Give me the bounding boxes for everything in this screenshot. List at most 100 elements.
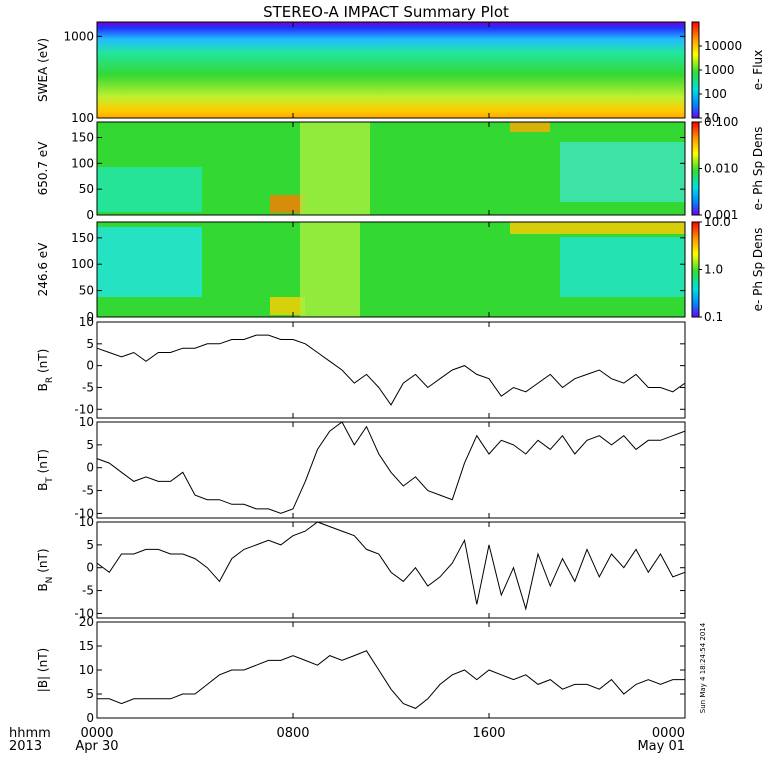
panel-frame [96,321,686,419]
y-axis-label: |B| (nT) [36,648,50,692]
spectrogram-patch [97,167,202,212]
colorbar-tick-label: 1.0 [704,263,723,277]
y-tick-label: -5 [82,484,94,498]
y-tick-label: -10 [74,606,94,620]
y-tick-label: 0 [86,208,94,222]
colorbar-tick-label: 10.0 [704,215,731,229]
y-tick-label: 100 [71,111,94,125]
y-tick-label: -10 [74,402,94,416]
y-tick-label: 5 [86,337,94,351]
y-tick-label: 0 [86,561,94,575]
y-axis-label-unit: (nT) [36,548,50,576]
y-tick-label: 10 [79,415,94,429]
timestamp-label: Sun May 4 18:24:54 2014 [699,622,707,713]
colorbar [691,121,700,216]
y-tick-label: -10 [74,506,94,520]
series-line [96,334,686,406]
colorbar-tick-label: 0.100 [704,115,738,129]
colorbar [691,221,700,318]
time-label-1600: 1600 [472,726,505,741]
spectrogram-patch [510,122,550,132]
y-tick-label: 100 [71,257,94,271]
y-axis-label-subscript: R [45,377,55,383]
y-tick-label: 10 [79,663,94,677]
y-tick-label: 5 [86,438,94,452]
y-tick-label: 0 [86,461,94,475]
panel-frame [96,621,686,719]
spectrogram-patch [300,222,360,317]
y-axis-label-subscript: N [45,577,55,584]
series-line [96,521,686,611]
panel-5: 10 5 0 -5 -10 BT (nT) [36,415,686,520]
colorbar-tick-label: 10000 [704,39,742,53]
y-tick-label: 50 [79,284,94,298]
spectrogram-patch [270,195,305,213]
panel-frame [96,221,686,318]
y-axis-label-subscript: T [45,477,55,484]
y-tick-label: 0 [86,359,94,373]
y-axis-label: SWEA (eV) [36,38,50,102]
panel-2: 0.100 0.010 0.001 e- Ph Sp Dens 150 100 50 0 650… [36,115,765,222]
y-axis-label: 650.7 eV [36,141,50,196]
colorbar-label: e- Flux [751,50,765,90]
y-tick-label: -5 [82,584,94,598]
y-tick-label: 100 [71,156,94,170]
panel-7: 20 15 10 5 0 |B| (nT) [36,615,686,725]
colorbar-tick-label: 0.1 [704,310,723,324]
time-label-0800: 0800 [276,726,309,741]
colorbar-tick-label: 100 [704,87,727,101]
panel-4: 10 5 0 -5 -10 BR (nT) [36,315,686,419]
panel-6: 10 5 0 -5 -10 BN (nT) [36,515,686,620]
y-axis-label-unit: (nT) [36,449,50,477]
y-tick-label: -5 [82,380,94,394]
spectrogram-patch [97,227,202,297]
y-tick-label: 150 [71,231,94,245]
colorbar-label: e- Ph Sp Dens [751,127,765,211]
y-axis-label: 246.6 eV [36,242,50,297]
y-axis-label-unit: (nT) [36,349,50,377]
figure-title: STEREO-A IMPACT Summary Plot [263,3,509,21]
y-tick-label: 0 [86,310,94,324]
time-axis-labels: hhmm 2013 0000 Apr 30 0800 1600 0000 May… [9,726,685,754]
y-tick-label: 5 [86,538,94,552]
time-label-year: 2013 [9,739,42,754]
series-line [96,421,686,514]
y-tick-label: 150 [71,131,94,145]
spectrogram-patch [300,122,370,215]
colorbar-tick-label: 0.010 [704,162,738,176]
colorbar-label: e- Ph Sp Dens [751,228,765,312]
spectrogram-patch [510,222,685,234]
colorbar-tick-label: 10 [704,111,719,125]
panel-3: 10.0 1.0 0.1 e- Ph Sp Dens 150 100 50 0 246.6 eV [36,215,765,324]
y-axis-label: BR (nT) [36,349,55,392]
time-label-may01: May 01 [637,739,685,754]
panel-frame [96,521,686,619]
spectrogram-patch [560,142,685,202]
y-axis-label: BT (nT) [36,449,55,491]
time-label-hhmm: hhmm [9,726,51,741]
colorbar [691,21,700,119]
y-tick-label: 20 [79,615,94,629]
y-tick-label: 10 [79,515,94,529]
y-tick-label: 5 [86,687,94,701]
y-tick-label: 10 [79,315,94,329]
colorbar-tick-label: 1000 [704,63,735,77]
time-label-apr30: Apr 30 [75,739,118,754]
y-tick-label: 1000 [63,29,94,43]
spectrogram-patch [560,237,685,297]
spectrogram-fill [97,22,685,118]
spectrogram-patch [270,297,305,315]
y-tick-label: 15 [79,639,94,653]
time-label-0000-end: 0000 [652,726,685,741]
colorbar-tick-label: 0.001 [704,208,738,222]
y-tick-label: 0 [86,711,94,725]
y-tick-label: 50 [79,182,94,196]
panel-frame [96,21,686,119]
panel-frame [96,421,686,519]
y-axis-label: BN (nT) [36,548,55,591]
time-label-0000-start: 0000 [80,726,113,741]
panel-frame [96,121,686,216]
